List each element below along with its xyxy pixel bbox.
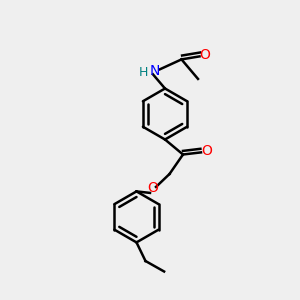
Text: O: O — [200, 48, 210, 62]
Text: O: O — [202, 144, 212, 158]
Text: O: O — [148, 182, 158, 195]
Text: N: N — [150, 64, 160, 78]
Text: H: H — [139, 66, 148, 79]
